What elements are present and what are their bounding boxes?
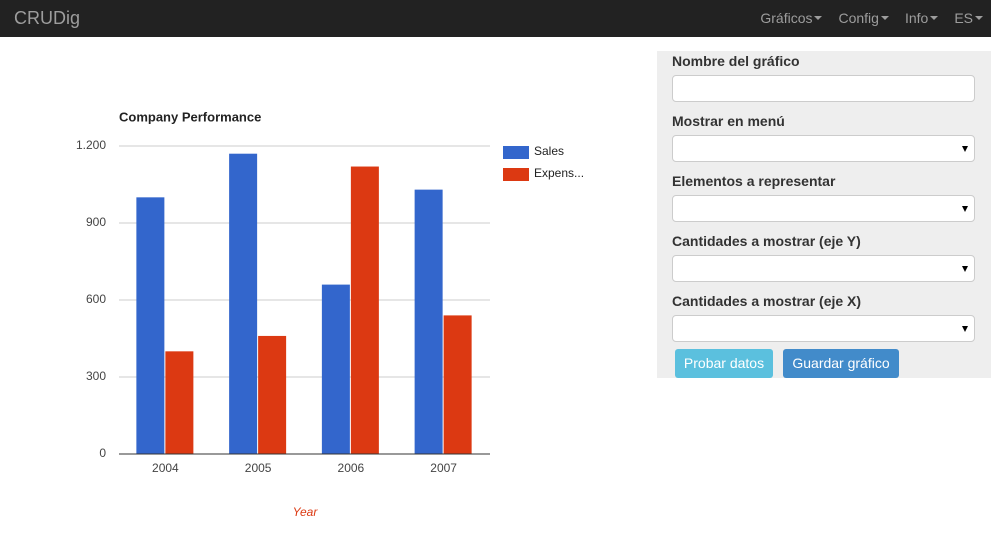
bar [258,335,287,454]
select-arrow [962,326,968,332]
select-arrow [962,146,968,152]
bar [229,153,258,454]
x-tick-label: 2004 [152,461,179,475]
menu-item[interactable]: Gráficos [760,10,823,26]
navbar: CRUDig Gráficos Config Info ES [0,0,991,37]
field-label: Cantidades a mostrar (eje Y) [672,233,861,249]
y-tick-label: 0 [99,446,106,460]
button[interactable]: Guardar gráfico [783,349,899,378]
bar [136,197,165,455]
chart-title: Company Performance [119,109,261,124]
field-label: Nombre del gráfico [672,53,800,69]
menu-item[interactable]: Config [838,10,889,26]
legend-swatch [503,146,529,159]
y-tick-label: 900 [86,215,106,229]
bar [321,284,350,454]
brand[interactable]: CRUDig [14,8,81,28]
menu-label: Config [838,10,879,26]
x-tick-label: 2005 [245,461,272,475]
bar [350,166,379,455]
text-input[interactable] [672,75,975,102]
select[interactable] [672,255,975,282]
caret [930,16,939,20]
field-label: Mostrar en menú [672,113,785,129]
x-axis-label: Year [293,505,319,519]
y-tick-label: 1.200 [76,138,106,152]
bar [165,351,194,454]
caret [975,16,983,20]
legend-label: Expens... [534,166,584,180]
select-arrow [962,266,968,272]
field-label: Elementos a representar [672,173,836,189]
y-tick-label: 600 [86,292,106,306]
chart: Company Performance Year 0 300 600 900 1.200… [76,109,584,519]
legend-label: Sales [534,144,564,158]
caret [814,16,823,20]
menu: Gráficos Config Info ES [760,10,991,26]
bar [414,189,443,454]
menu-item[interactable]: ES [954,10,983,26]
bar [443,315,472,454]
select-arrow [962,206,968,212]
select[interactable] [672,315,975,342]
menu-item[interactable]: Info [904,10,939,26]
menu-label: Gráficos [760,10,813,26]
legend-swatch [503,168,529,181]
button[interactable]: Probar datos [675,349,773,378]
select[interactable] [672,195,975,222]
menu-label: Info [904,10,929,26]
field-label: Cantidades a mostrar (eje X) [672,293,862,309]
x-tick-label: 2006 [338,461,365,475]
select[interactable] [672,135,975,162]
y-tick-label: 300 [86,369,106,383]
menu-label: ES [954,10,973,26]
x-tick-label: 2007 [430,461,457,475]
form-panel: Nombre del gráfico Mostrar en menú Element… [657,51,991,378]
caret [880,16,889,20]
